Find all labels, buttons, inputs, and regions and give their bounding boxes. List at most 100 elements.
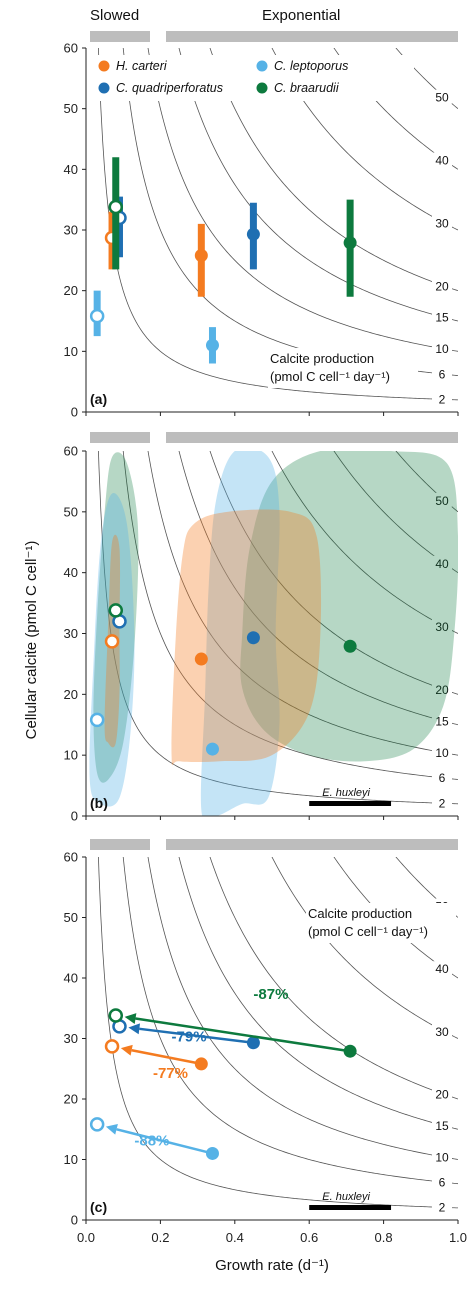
y-tick-label: 60 [64,850,78,865]
calcite-production-label: Calcite production (pmol C cell⁻¹ day⁻¹) [268,348,418,388]
y-tick-label: 30 [64,1031,78,1046]
panel-label-a: (a) [90,391,107,407]
data-marks [89,1008,357,1160]
isoline-label-10: 10 [435,342,449,356]
isoline-30 [271,48,458,231]
arrow-c-quadriperforatus [139,1027,254,1044]
isoline-label-30: 30 [435,1025,449,1039]
point-c-quadriperforatus-exponential [246,631,260,645]
isoline-label-30: 30 [435,620,449,634]
point-c-leptoporus-slowed [89,308,105,324]
y-tick-label: 30 [64,223,78,238]
point-h-carteri-exponential [194,248,208,262]
isoline-10 [147,857,458,1160]
point-c-quadriperforatus-exponential [246,227,260,241]
ehux-bar [309,1205,392,1210]
arrowhead-c-quadriperforatus [128,1023,140,1035]
y-tick-label: 0 [71,405,78,420]
isoline-label-40: 40 [435,962,449,976]
ehux-bar [309,801,392,806]
isoline-label-15: 15 [435,714,449,728]
isoline-label-2: 2 [439,392,446,406]
isoline-label-40: 40 [435,557,449,571]
legend-entry: C. braarudii [274,81,340,95]
y-tick-label: 50 [64,910,78,925]
y-axis-label: Cellular calcite (pmol C cell⁻¹) [23,541,40,740]
isoline-label-10: 10 [435,746,449,760]
y-tick-label: 40 [64,565,78,580]
y-tick-label: 30 [64,626,78,641]
exponential-label: Exponential [262,7,340,24]
percent-label-c-leptoporus: -88% [134,1133,169,1150]
isoline-6 [122,451,458,780]
legend-marker [98,82,110,94]
isoline-label-6: 6 [439,367,446,381]
arrow-h-carteri [131,1048,202,1066]
y-tick-label: 10 [64,344,78,359]
isoline-10 [147,451,458,756]
point-h-carteri-slowed [104,1039,120,1054]
isoline-6 [122,857,458,1185]
exponential-bar [166,839,458,850]
slowed-bar [90,839,150,850]
isoline-15 [178,451,458,726]
slowed-bar [90,432,150,443]
calcite-isolines [98,451,458,805]
isoline-label-6: 6 [439,771,446,785]
isoline-label-20: 20 [435,683,449,697]
point-c-quadriperforatus-exponential [246,1036,260,1050]
point-c-leptoporus-slowed [89,1117,105,1132]
legend-marker [256,60,268,72]
isoline-50 [395,48,458,109]
ranges-shaded [89,451,458,816]
isoline-label-30: 30 [435,216,449,230]
panel-b: 2 6 10 15 20 30 40 50 0 10 20 30 40 50 60 E. huxleyi (b) [64,432,459,824]
x-tick-label: 1.0 [449,1230,467,1245]
panel-a: 2 6 10 15 20 30 40 50 0 10 20 30 40 50 60 Calcite produ… [64,31,459,420]
arrow-c-leptoporus [116,1128,213,1155]
point-c-braarudii-slowed [108,1008,124,1023]
y-tick-label: 50 [64,504,78,519]
percent-label-c-quadriperforatus: -79% [172,1029,207,1046]
slowed-label: Slowed [90,7,139,24]
point-h-carteri-slowed [104,634,120,649]
exponential-bar [166,432,458,443]
y-tick-label: 20 [64,687,78,702]
point-c-braarudii-slowed [108,603,124,618]
y-tick-label: 10 [64,748,78,763]
calcite-label-line1: Calcite production [270,351,374,366]
point-c-leptoporus-exponential [205,1146,219,1160]
x-tick-label: 0.8 [375,1230,393,1245]
arrowhead-c-leptoporus [105,1123,118,1135]
isoline-2 [98,451,458,805]
arrowhead-h-carteri [120,1044,133,1056]
isoline-20 [209,48,458,292]
data-marks [89,157,357,364]
x-axis-label: Growth rate (d⁻¹) [215,1257,329,1274]
isoline-label-2: 2 [439,1200,446,1214]
arrow-c-braarudii [135,1017,351,1053]
panel-label-b: (b) [90,795,108,811]
y-tick-label: 60 [64,444,78,459]
calcite-label-line1: Calcite production [308,906,412,921]
y-tick-label: 20 [64,283,78,298]
calcite-label-line2: (pmol C cell⁻¹ day⁻¹) [270,369,390,384]
isoline-30 [271,451,458,634]
isoline-30 [271,857,458,1039]
slowed-bar [90,31,150,42]
isoline-20 [209,451,458,695]
isoline-20 [209,857,458,1100]
ehux-label: E. huxleyi [322,787,370,799]
isoline-label-15: 15 [435,311,449,325]
point-c-leptoporus-slowed [89,712,105,728]
region-h-carteri-exponential [171,509,322,766]
isoline-label-10: 10 [435,1150,449,1164]
point-c-leptoporus-exponential [205,742,219,756]
isoline-40 [333,451,458,574]
legend-entry: H. carteri [116,59,168,73]
calcite-label-line2: (pmol C cell⁻¹ day⁻¹) [308,924,428,939]
isoline-label-15: 15 [435,1119,449,1133]
ehux-label: E. huxleyi [322,1191,370,1203]
percent-label-h-carteri: -77% [153,1065,188,1082]
